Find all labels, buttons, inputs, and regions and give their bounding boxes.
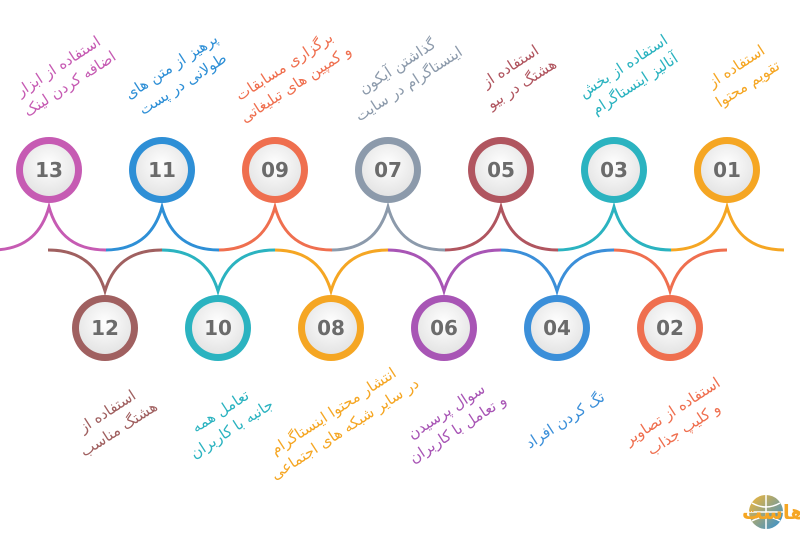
step-number: 10 (204, 316, 232, 340)
step-label: تگ کردن افراد (522, 388, 608, 453)
step-inner (418, 302, 470, 354)
step-number: 06 (430, 316, 458, 340)
connector (160, 248, 276, 297)
step-inner (23, 144, 75, 196)
step-number: 03 (600, 158, 628, 182)
step-inner (79, 302, 131, 354)
step-inner (305, 302, 357, 354)
step-inner (588, 144, 640, 196)
step-number: 05 (487, 158, 515, 182)
connector (669, 201, 785, 252)
step-inner (362, 144, 414, 196)
step-number: 04 (543, 316, 571, 340)
connector (556, 201, 672, 252)
logo-lines (749, 495, 783, 529)
connector (217, 201, 333, 252)
step: 04 تگ کردن افراد (522, 295, 608, 452)
step-number: 11 (148, 158, 176, 182)
connector (47, 248, 163, 297)
step-inner (644, 302, 696, 354)
step-number: 12 (91, 316, 119, 340)
connector (443, 201, 559, 252)
label-line: تگ کردن افراد (522, 388, 608, 453)
connector (330, 201, 446, 252)
step-inner (475, 144, 527, 196)
step-number: 13 (35, 158, 63, 182)
connector (386, 248, 502, 297)
step-number: 09 (261, 158, 289, 182)
connector (499, 248, 615, 297)
connector-layer (0, 201, 785, 297)
connector (612, 248, 728, 297)
step-inner (192, 302, 244, 354)
step-number: 07 (374, 158, 402, 182)
connector (104, 201, 220, 252)
logo: ایران هاست (742, 495, 800, 529)
step-number: 08 (317, 316, 345, 340)
step-inner (249, 144, 301, 196)
connector (0, 201, 107, 252)
step-number: 01 (713, 158, 741, 182)
brand-name: ایران هاست (742, 500, 800, 524)
step-inner (531, 302, 583, 354)
step-inner (701, 144, 753, 196)
connector (273, 248, 389, 297)
step-inner (136, 144, 188, 196)
step-number: 02 (656, 316, 684, 340)
